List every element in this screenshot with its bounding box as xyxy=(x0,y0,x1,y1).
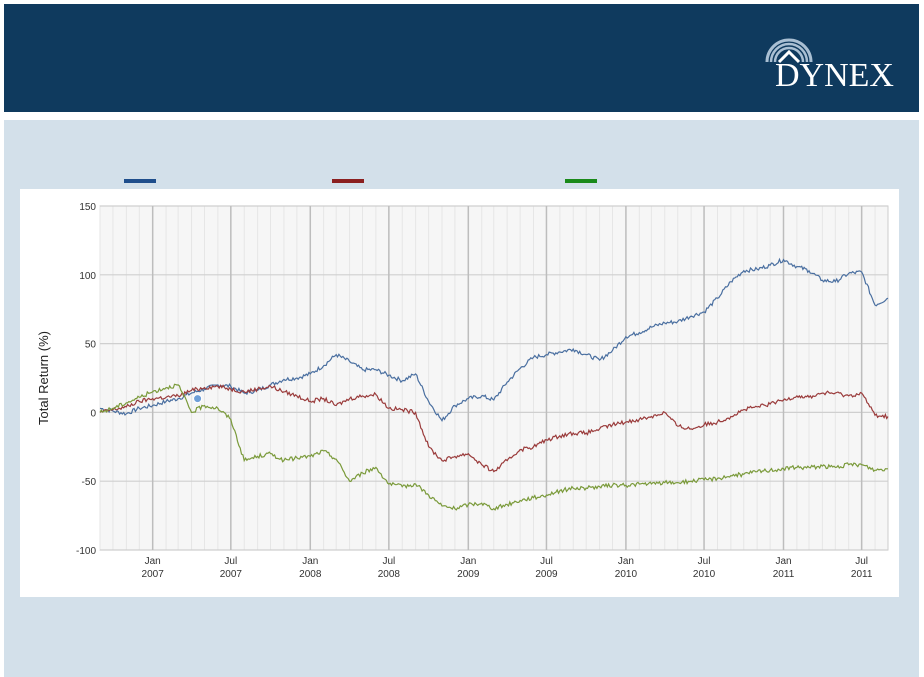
x-tick-label-month: Jan xyxy=(775,556,791,567)
x-tick-label-month: Jul xyxy=(698,556,711,567)
y-axis: -100 -50 0 50 100 150 xyxy=(76,202,96,557)
y-axis-label: Total Return (%) xyxy=(36,331,51,425)
x-tick-label-year: 2009 xyxy=(535,569,558,580)
x-tick-label-year: 2010 xyxy=(693,569,716,580)
y-tick-label: -50 xyxy=(82,477,97,488)
x-tick-label-month: Jul xyxy=(224,556,237,567)
y-tick-label: 150 xyxy=(79,202,96,213)
x-tick-label-month: Jan xyxy=(302,556,318,567)
x-tick-label-year: 2011 xyxy=(773,569,795,580)
y-tick-label: -100 xyxy=(76,546,96,557)
x-tick-label-year: 2008 xyxy=(378,569,401,580)
y-tick-label: 0 xyxy=(90,408,96,419)
total-return-chart: -100 -50 0 50 100 150 Jan 2007 Jul 2007 Jan 2008 Ju… xyxy=(36,202,889,580)
grid-major xyxy=(100,205,888,551)
x-tick-label-month: Jul xyxy=(855,556,868,567)
house-arc-icon xyxy=(765,38,813,64)
x-axis: Jan 2007 Jul 2007 Jan 2008 Jul 2008 Jan 2009 Jul 20… xyxy=(142,556,873,580)
x-tick-label-year: 2007 xyxy=(142,569,165,580)
data-marker xyxy=(193,394,203,404)
x-tick-label-year: 2011 xyxy=(851,569,873,580)
legend-swatch-2 xyxy=(332,179,364,183)
x-tick-label-year: 2008 xyxy=(299,569,322,580)
series-lines xyxy=(99,257,889,511)
y-tick-label: 100 xyxy=(79,271,96,282)
x-tick-label-month: Jul xyxy=(382,556,395,567)
series-line-3 xyxy=(99,383,888,511)
x-tick-label-month: Jan xyxy=(618,556,634,567)
x-tick-label-year: 2009 xyxy=(457,569,480,580)
legend-swatch-1 xyxy=(124,179,156,183)
x-tick-label-month: Jul xyxy=(540,556,553,567)
x-tick-label-month: Jan xyxy=(460,556,476,567)
grid-minor xyxy=(99,206,876,550)
chart-panel: -100 -50 0 50 100 150 Jan 2007 Jul 2007 Jan 2008 Ju… xyxy=(20,189,899,597)
x-tick-label-year: 2010 xyxy=(615,569,638,580)
x-tick-label-month: Jan xyxy=(145,556,161,567)
x-tick-label-year: 2007 xyxy=(220,569,243,580)
y-tick-label: 50 xyxy=(85,340,97,351)
dynex-logo: DYNEX xyxy=(759,34,894,94)
series-line-2 xyxy=(99,384,889,473)
logo-text: DYNEX xyxy=(775,57,894,94)
series-line-1 xyxy=(99,257,889,423)
legend-swatch-3 xyxy=(565,179,597,183)
slide-header: DYNEX xyxy=(4,4,919,112)
